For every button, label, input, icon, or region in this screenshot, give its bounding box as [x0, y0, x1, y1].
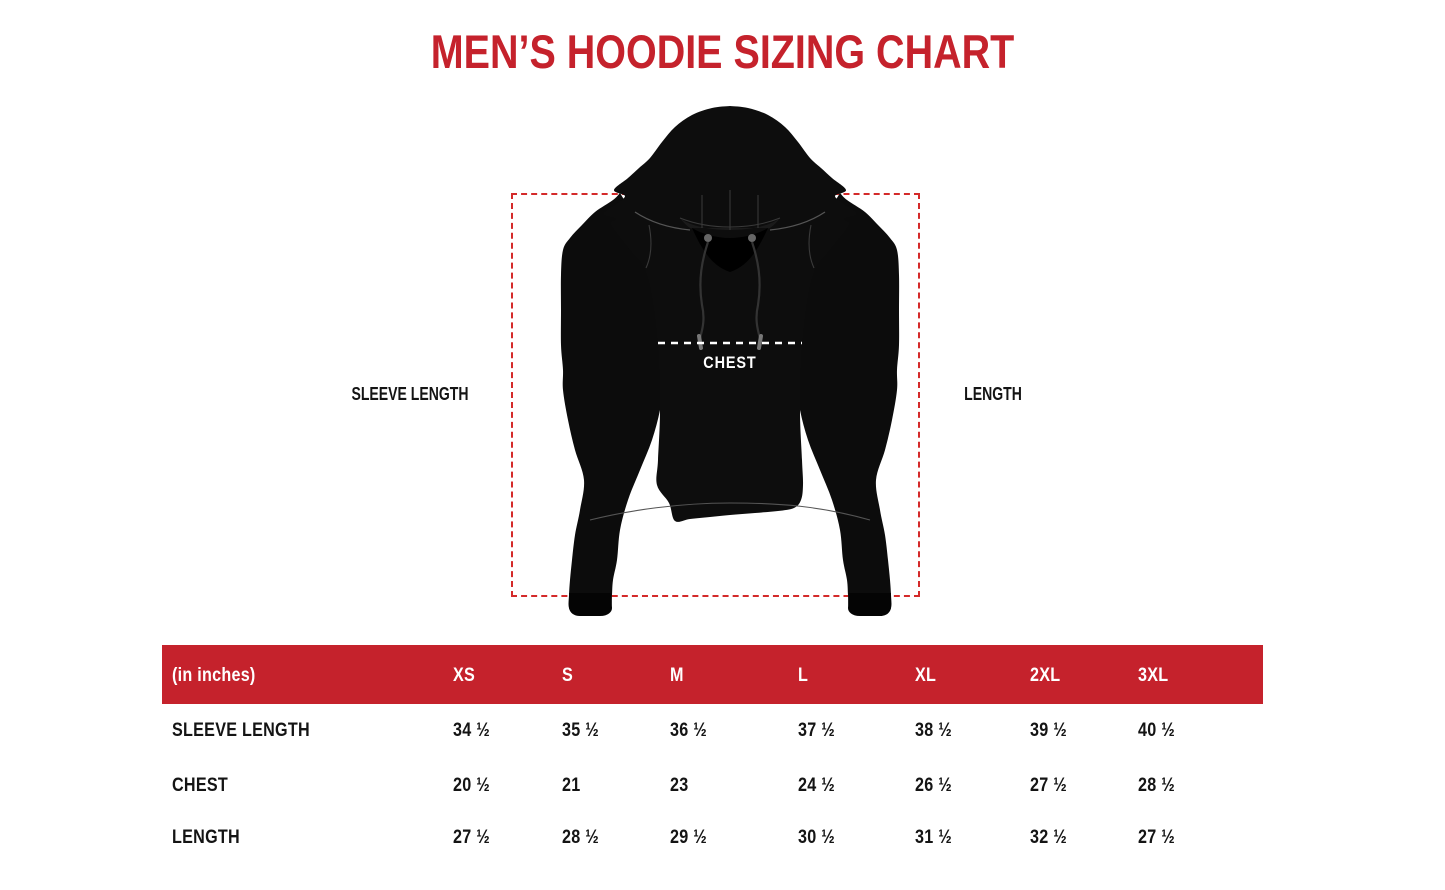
svg-text:CHEST: CHEST	[703, 354, 756, 372]
